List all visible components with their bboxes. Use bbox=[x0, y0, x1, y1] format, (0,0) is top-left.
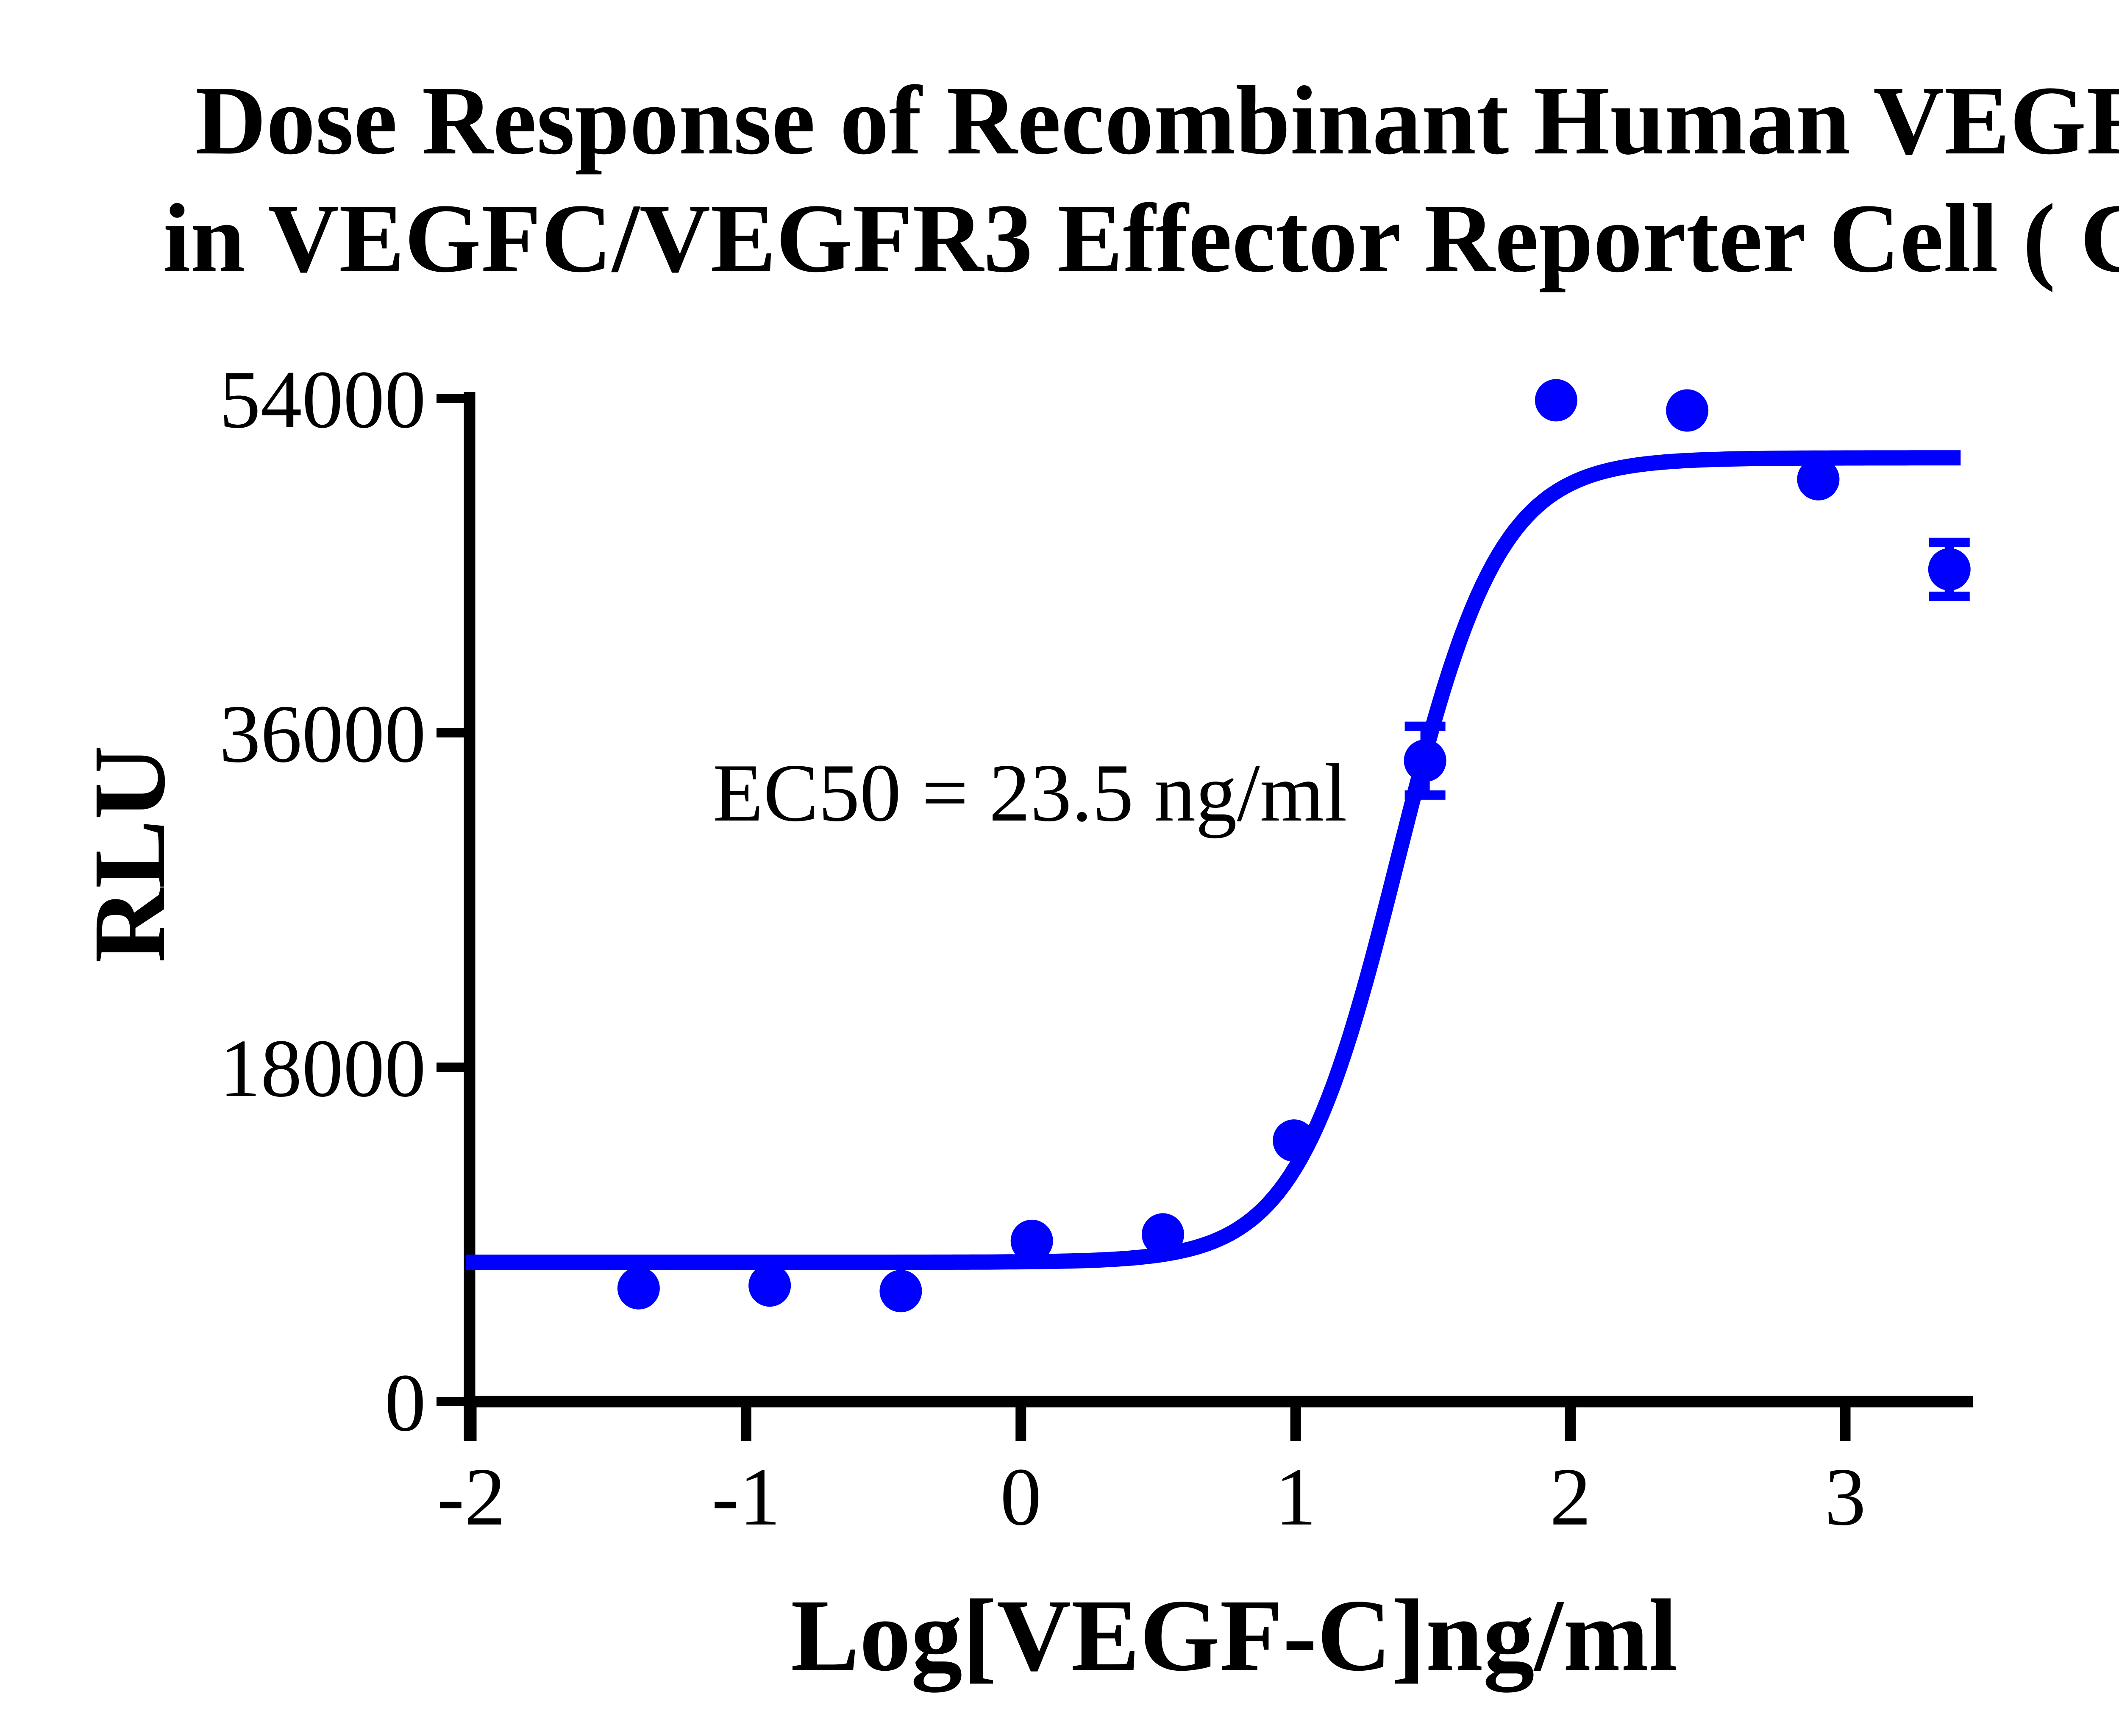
data-point bbox=[748, 1264, 791, 1307]
x-axis-label: Log[VEGF-C]ng/ml bbox=[791, 1578, 1677, 1693]
y-tick-label: 54000 bbox=[220, 354, 426, 445]
x-tick-label: 2 bbox=[1550, 1451, 1591, 1543]
y-tick-label: 18000 bbox=[220, 1023, 426, 1114]
chart-title-line2: in VEGFC/VEGFR3 Effector Reporter Cell (… bbox=[163, 184, 2119, 293]
data-point bbox=[1142, 1213, 1185, 1256]
data-point bbox=[1797, 458, 1840, 501]
data-point bbox=[1404, 739, 1446, 782]
x-tick-label: 0 bbox=[1000, 1451, 1042, 1543]
ec50-annotation: EC50 = 23.5 ng/ml bbox=[713, 747, 1347, 839]
y-axis-label: RLU bbox=[72, 745, 186, 963]
chart-title-line1: Dose Response of Recombinant Human VEGF-… bbox=[195, 66, 2119, 175]
data-point bbox=[1928, 548, 1971, 591]
chart-title: Dose Response of Recombinant Human VEGF-… bbox=[0, 62, 2119, 298]
x-tick-label: -1 bbox=[712, 1451, 780, 1543]
data-point bbox=[1535, 379, 1577, 422]
data-point bbox=[879, 1270, 922, 1313]
y-tick-label: 36000 bbox=[220, 688, 426, 780]
y-tick-label: 0 bbox=[385, 1357, 426, 1449]
data-point bbox=[1666, 389, 1709, 432]
data-point bbox=[1010, 1219, 1053, 1262]
x-tick-label: 3 bbox=[1824, 1451, 1866, 1543]
x-tick-label: -2 bbox=[437, 1451, 506, 1543]
fit-curve bbox=[466, 450, 1961, 1270]
data-point bbox=[1273, 1119, 1315, 1162]
x-tick-label: 1 bbox=[1275, 1451, 1316, 1543]
data-point bbox=[617, 1267, 660, 1310]
